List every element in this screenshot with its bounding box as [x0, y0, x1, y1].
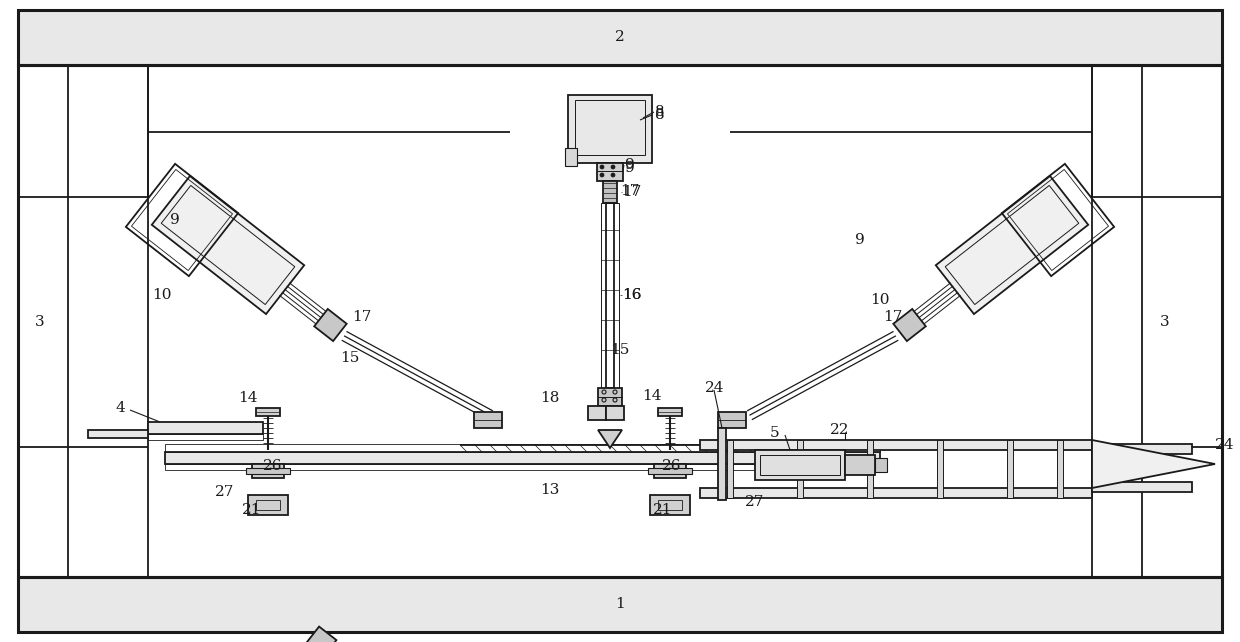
Text: 10: 10: [870, 293, 889, 307]
Bar: [596, 163, 622, 181]
Bar: [727, 440, 733, 498]
Text: 9: 9: [856, 233, 864, 247]
Bar: [474, 412, 502, 428]
Bar: [1092, 444, 1192, 454]
Bar: [255, 500, 280, 510]
Bar: [575, 100, 645, 155]
Bar: [88, 430, 148, 438]
Polygon shape: [305, 627, 336, 642]
Text: 1: 1: [615, 597, 625, 611]
Bar: [701, 488, 1092, 498]
Bar: [148, 434, 263, 440]
Circle shape: [611, 173, 615, 177]
Text: 14: 14: [238, 391, 258, 405]
Bar: [658, 408, 682, 416]
Circle shape: [600, 173, 604, 177]
Bar: [19, 65, 1221, 577]
Text: 9: 9: [625, 161, 635, 175]
Text: 8: 8: [655, 108, 665, 122]
Text: 21: 21: [242, 503, 262, 517]
Text: 18: 18: [539, 391, 559, 405]
Text: 3: 3: [1161, 315, 1169, 329]
Bar: [1092, 482, 1192, 492]
Bar: [701, 440, 1092, 450]
Text: 5: 5: [770, 426, 780, 440]
Text: 27: 27: [745, 495, 764, 509]
Bar: [650, 495, 689, 515]
Polygon shape: [151, 176, 304, 314]
Bar: [165, 464, 880, 470]
Text: 15: 15: [340, 351, 360, 365]
Bar: [598, 388, 622, 406]
Text: 2: 2: [615, 30, 625, 44]
Text: 17: 17: [620, 184, 640, 198]
Bar: [148, 422, 263, 434]
Bar: [19, 10, 1221, 65]
Text: 13: 13: [539, 483, 559, 497]
Bar: [844, 455, 875, 475]
Text: 17: 17: [884, 310, 903, 324]
Bar: [867, 440, 873, 498]
Circle shape: [611, 165, 615, 169]
Text: 16: 16: [622, 288, 641, 302]
Text: 17: 17: [352, 310, 372, 324]
Text: 16: 16: [622, 288, 641, 302]
Bar: [755, 450, 844, 480]
Bar: [19, 65, 148, 577]
Bar: [1056, 440, 1063, 498]
Text: 14: 14: [642, 389, 662, 403]
Text: 24: 24: [1215, 438, 1235, 452]
Bar: [718, 412, 746, 428]
Polygon shape: [314, 309, 347, 341]
Bar: [565, 148, 577, 166]
Polygon shape: [936, 176, 1089, 314]
Text: 21: 21: [653, 503, 672, 517]
Text: 9: 9: [625, 158, 635, 172]
Bar: [606, 203, 614, 388]
Bar: [588, 406, 606, 420]
Bar: [875, 458, 887, 472]
Bar: [653, 464, 686, 478]
Polygon shape: [1092, 440, 1215, 488]
Polygon shape: [598, 430, 622, 448]
Circle shape: [600, 165, 604, 169]
Bar: [603, 181, 618, 203]
Bar: [658, 500, 682, 510]
Bar: [797, 440, 804, 498]
Text: 15: 15: [610, 343, 630, 357]
Text: 8: 8: [655, 105, 665, 119]
Bar: [1007, 440, 1013, 498]
Bar: [255, 408, 280, 416]
Bar: [246, 468, 290, 474]
Text: 3: 3: [35, 315, 45, 329]
Text: 27: 27: [215, 485, 234, 499]
Bar: [165, 452, 880, 464]
Text: 10: 10: [153, 288, 172, 302]
Bar: [649, 468, 692, 474]
Bar: [19, 577, 1221, 632]
Bar: [760, 455, 839, 475]
Text: 4: 4: [115, 401, 125, 415]
Bar: [252, 464, 284, 478]
Bar: [568, 95, 652, 163]
Text: 17: 17: [622, 185, 641, 199]
Bar: [1092, 65, 1221, 577]
Bar: [937, 440, 942, 498]
Bar: [606, 406, 624, 420]
Text: 24: 24: [706, 381, 724, 395]
Text: 9: 9: [170, 213, 180, 227]
Bar: [718, 428, 725, 500]
Polygon shape: [893, 309, 926, 341]
Text: 22: 22: [830, 423, 849, 437]
Text: 26: 26: [263, 459, 283, 473]
Bar: [248, 495, 288, 515]
Text: 26: 26: [662, 459, 682, 473]
Bar: [601, 203, 619, 388]
Bar: [165, 444, 880, 452]
